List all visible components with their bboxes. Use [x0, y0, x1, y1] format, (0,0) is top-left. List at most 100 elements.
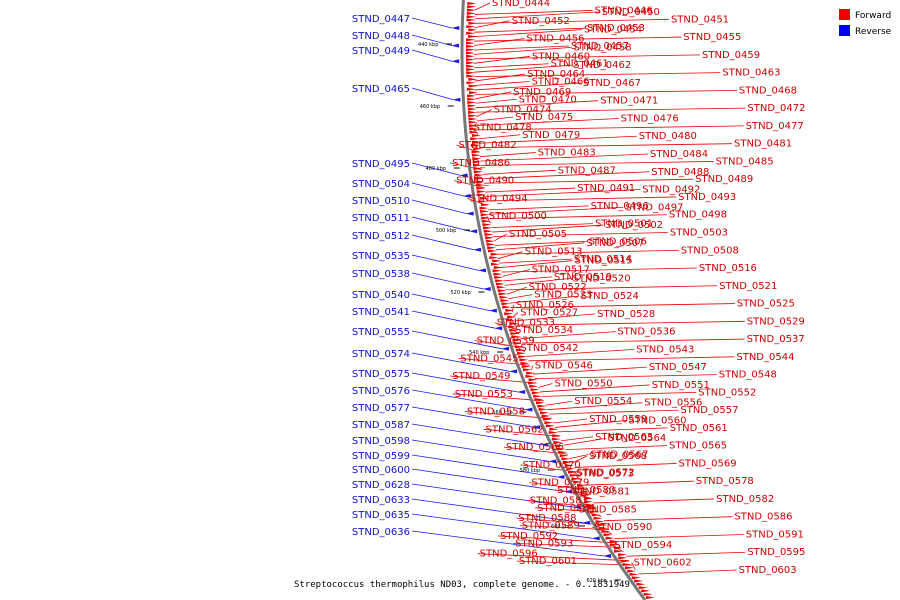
forward-feature-mark — [466, 81, 476, 85]
forward-feature-mark — [466, 58, 475, 62]
forward-gene-label: STND_0561 — [670, 423, 728, 434]
forward-gene-label: STND_0493 — [678, 192, 736, 203]
genome-backbone — [460, 0, 647, 600]
reverse-gene-label: STND_0535 — [352, 251, 410, 262]
forward-feature-mark — [481, 216, 491, 220]
forward-feature-mark — [469, 127, 479, 131]
forward-feature-mark — [522, 368, 532, 372]
forward-feature-mark — [466, 11, 476, 15]
forward-feature-mark — [472, 140, 482, 144]
forward-connector — [450, 375, 537, 384]
forward-gene-label: STND_0500 — [489, 211, 547, 222]
forward-connector — [453, 180, 485, 189]
forward-connector — [528, 356, 735, 362]
forward-gene-label: STND_0579 — [531, 478, 589, 489]
forward-feature-mark — [470, 143, 480, 147]
forward-gene-label: STND_0444 — [492, 0, 550, 9]
forward-gene-label: STND_0585 — [579, 504, 637, 515]
forward-feature-mark — [541, 414, 551, 418]
forward-connector — [553, 418, 588, 424]
forward-feature-mark — [577, 483, 586, 487]
forward-gene-label: STND_0542 — [520, 343, 578, 354]
forward-connector — [547, 402, 643, 411]
forward-feature-mark — [559, 454, 569, 458]
forward-feature-mark — [501, 302, 511, 306]
forward-connector — [534, 374, 717, 379]
forward-feature-mark — [467, 97, 477, 101]
forward-connector — [563, 437, 607, 446]
forward-feature-mark — [521, 365, 531, 368]
forward-feature-mark — [489, 256, 499, 260]
forward-feature-mark — [545, 424, 555, 428]
forward-gene-label: STND_0513 — [525, 247, 583, 258]
forward-feature-mark — [494, 275, 504, 279]
forward-gene-label: STND_0564 — [608, 433, 666, 444]
forward-feature-mark — [477, 193, 487, 197]
forward-gene-label: STND_0539 — [477, 336, 535, 347]
forward-feature-mark — [476, 186, 486, 190]
forward-connector — [486, 215, 491, 224]
forward-feature-mark — [542, 417, 552, 421]
reverse-connector — [411, 34, 453, 46]
forward-feature-mark — [466, 68, 476, 71]
forward-connector — [476, 116, 514, 122]
forward-gene-label: STND_0471 — [600, 96, 658, 107]
reverse-connector — [411, 293, 490, 311]
forward-feature-mark — [634, 579, 644, 583]
forward-gene-label: STND_0476 — [621, 113, 679, 124]
forward-connector — [477, 553, 630, 562]
forward-gene-label: STND_0602 — [634, 558, 692, 569]
forward-connector — [555, 420, 627, 428]
reverse-gene-label: STND_0540 — [352, 290, 410, 301]
forward-feature-mark — [485, 239, 495, 243]
forward-feature-mark — [466, 64, 476, 68]
forward-feature-mark — [549, 427, 559, 431]
forward-connector — [498, 535, 618, 544]
forward-feature-mark — [527, 381, 537, 385]
forward-gene-label: STND_0548 — [719, 370, 777, 381]
reverse-feature-mark — [465, 211, 474, 216]
forward-gene-label: STND_0582 — [716, 494, 774, 505]
reverse-connector — [411, 454, 558, 478]
forward-connector — [476, 107, 746, 113]
forward-feature-mark — [491, 262, 500, 266]
forward-feature-mark — [500, 299, 510, 302]
forward-feature-mark — [554, 444, 564, 448]
reverse-feature-mark — [451, 59, 460, 64]
forward-feature-mark — [466, 41, 475, 45]
forward-gene-label: STND_0562 — [486, 424, 544, 435]
forward-connector — [483, 171, 650, 180]
forward-feature-mark — [537, 404, 547, 408]
forward-connector — [495, 242, 585, 251]
forward-connector — [481, 161, 714, 166]
forward-feature-mark — [563, 460, 572, 464]
forward-feature-mark — [540, 411, 549, 415]
forward-gene-label: STND_0566 — [506, 442, 564, 453]
forward-feature-mark — [469, 124, 478, 128]
forward-connector — [603, 516, 733, 522]
reverse-feature-mark — [548, 459, 557, 464]
forward-connector — [480, 153, 648, 162]
forward-feature-mark — [509, 322, 519, 326]
forward-gene-label: STND_0455 — [683, 32, 741, 43]
forward-feature-mark — [564, 464, 574, 467]
forward-feature-mark — [474, 173, 484, 177]
reverse-feature-mark — [462, 194, 471, 198]
forward-feature-mark — [472, 157, 482, 161]
forward-feature-mark — [535, 401, 545, 405]
forward-gene-label: STND_0470 — [519, 94, 577, 105]
forward-feature-mark — [601, 530, 611, 533]
forward-feature-mark — [468, 117, 478, 121]
forward-feature-mark — [511, 335, 521, 339]
forward-gene-label: STND_0521 — [719, 281, 777, 292]
forward-connector — [482, 169, 556, 175]
forward-feature-mark — [486, 242, 496, 246]
reverse-connector — [411, 87, 454, 101]
reverse-gene-label: STND_0495 — [352, 159, 410, 170]
forward-gene-label: STND_0489 — [695, 174, 753, 185]
legend: Forward Reverse — [839, 9, 892, 37]
reverse-feature-mark — [591, 536, 600, 541]
reverse-feature-mark — [477, 268, 486, 273]
forward-feature-mark — [466, 74, 476, 78]
forward-feature-mark — [468, 91, 478, 95]
